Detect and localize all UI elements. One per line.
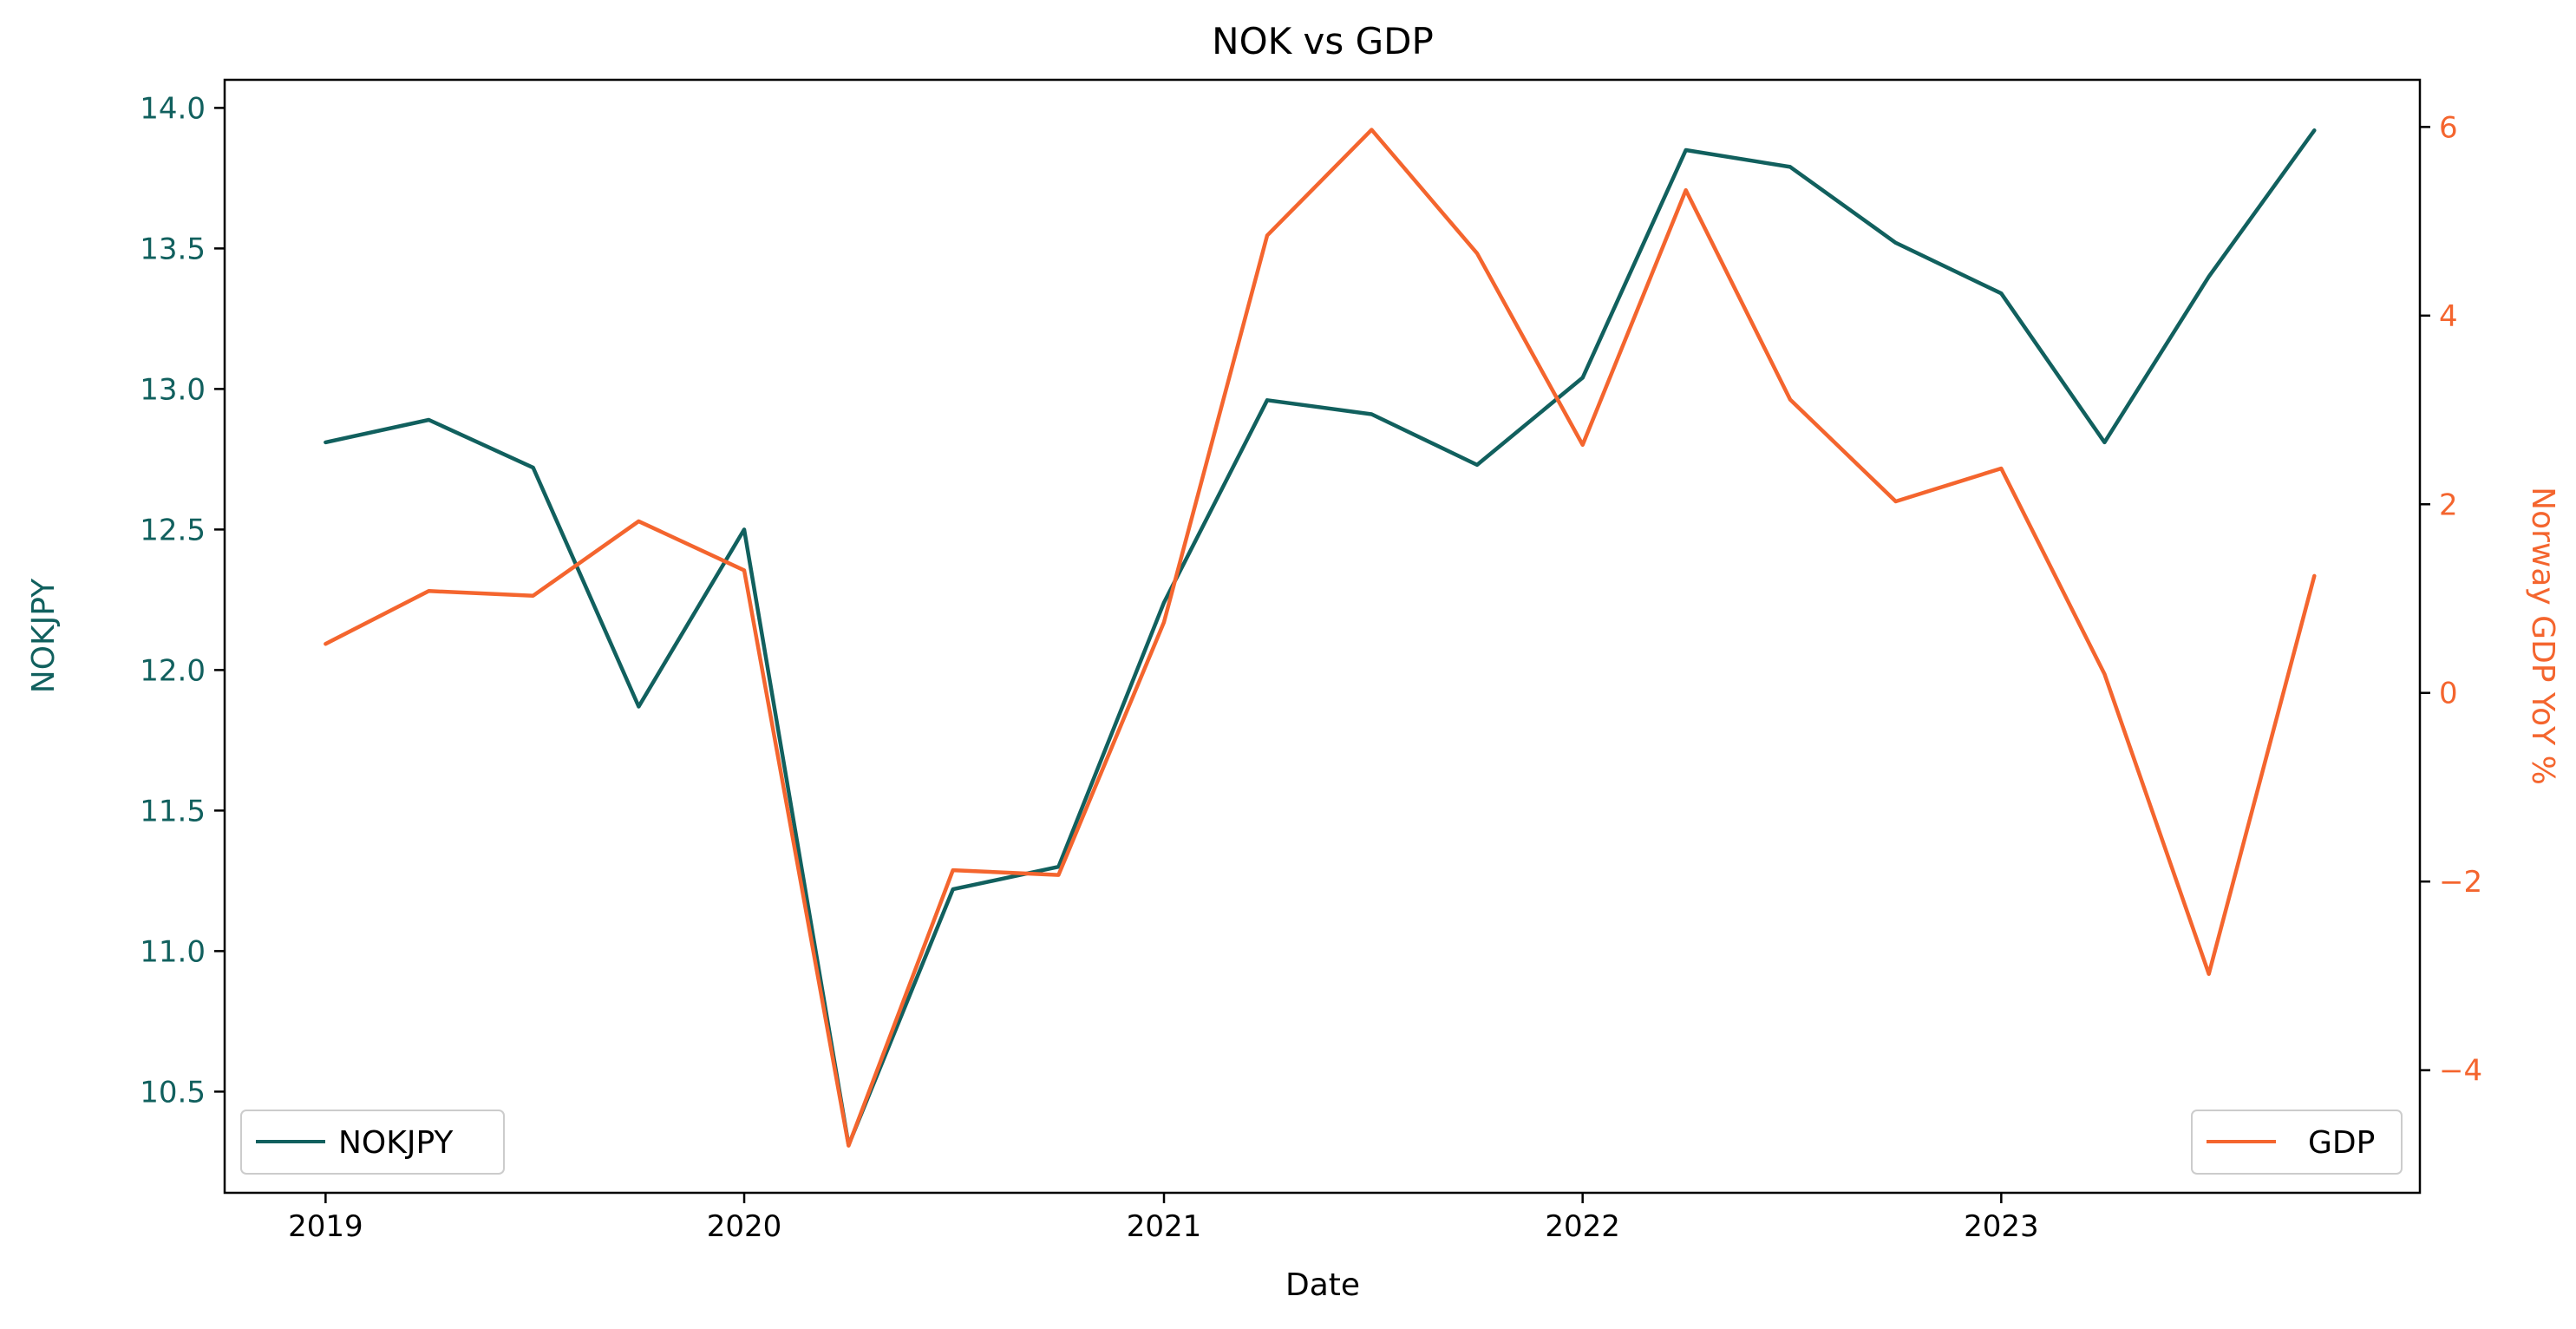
left-tick-label: 11.0 bbox=[140, 934, 206, 969]
left-tick-label: 14.0 bbox=[140, 91, 206, 126]
x-axis-ticks: 2019 2020 2021 2022 2023 bbox=[288, 1193, 2039, 1244]
right-axis-label: Norway GDP YoY % bbox=[2525, 487, 2560, 785]
right-tick-label: 2 bbox=[2439, 488, 2458, 522]
left-tick-label: 13.0 bbox=[140, 372, 206, 407]
legend-box bbox=[2191, 1110, 2403, 1175]
legend-nokjpy: NOKJPY bbox=[240, 1110, 505, 1175]
left-tick-label: 11.5 bbox=[140, 794, 206, 828]
x-tick-label: 2022 bbox=[1545, 1209, 1620, 1244]
x-tick-label: 2019 bbox=[288, 1209, 363, 1244]
x-tick-label: 2020 bbox=[707, 1209, 782, 1244]
left-tick-label: 12.0 bbox=[140, 653, 206, 688]
x-tick-label: 2023 bbox=[1964, 1209, 2039, 1244]
right-tick-label: −4 bbox=[2439, 1054, 2482, 1089]
right-tick-label: 4 bbox=[2439, 299, 2458, 334]
right-axis-ticks: −4 −2 0 2 4 6 bbox=[2420, 110, 2482, 1089]
legend-box bbox=[240, 1110, 505, 1175]
left-tick-label: 12.5 bbox=[140, 513, 206, 547]
legend-label-gdp: GDP bbox=[2308, 1125, 2375, 1161]
left-axis-ticks: 10.5 11.0 11.5 12.0 12.5 13.0 13.5 14.0 bbox=[140, 91, 225, 1110]
plot-frame bbox=[223, 78, 2422, 1195]
right-tick-label: 0 bbox=[2439, 677, 2458, 711]
legend-label-nokjpy: NOKJPY bbox=[338, 1125, 454, 1161]
left-tick-label: 13.5 bbox=[140, 232, 206, 266]
left-axis-label: NOKJPY bbox=[26, 578, 62, 693]
left-tick-label: 10.5 bbox=[140, 1075, 206, 1110]
series-line-gdp bbox=[324, 128, 2317, 1148]
right-tick-label: −2 bbox=[2439, 865, 2482, 900]
legend-gdp: GDP bbox=[2191, 1110, 2403, 1175]
chart-title: NOK vs GDP bbox=[1212, 20, 1434, 62]
series-layer bbox=[324, 128, 2317, 1148]
x-tick-label: 2021 bbox=[1127, 1209, 1202, 1244]
series-line-nokjpy bbox=[324, 128, 2317, 1148]
right-tick-label: 6 bbox=[2439, 110, 2458, 145]
x-axis-label: Date bbox=[1285, 1267, 1360, 1303]
